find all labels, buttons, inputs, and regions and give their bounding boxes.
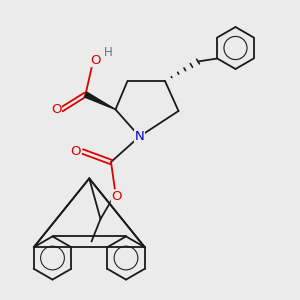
Text: N: N [135, 130, 144, 143]
Text: O: O [71, 145, 81, 158]
Text: H: H [103, 46, 112, 59]
Polygon shape [84, 92, 116, 110]
Text: O: O [90, 53, 100, 67]
Text: O: O [112, 190, 122, 203]
Text: O: O [51, 103, 61, 116]
